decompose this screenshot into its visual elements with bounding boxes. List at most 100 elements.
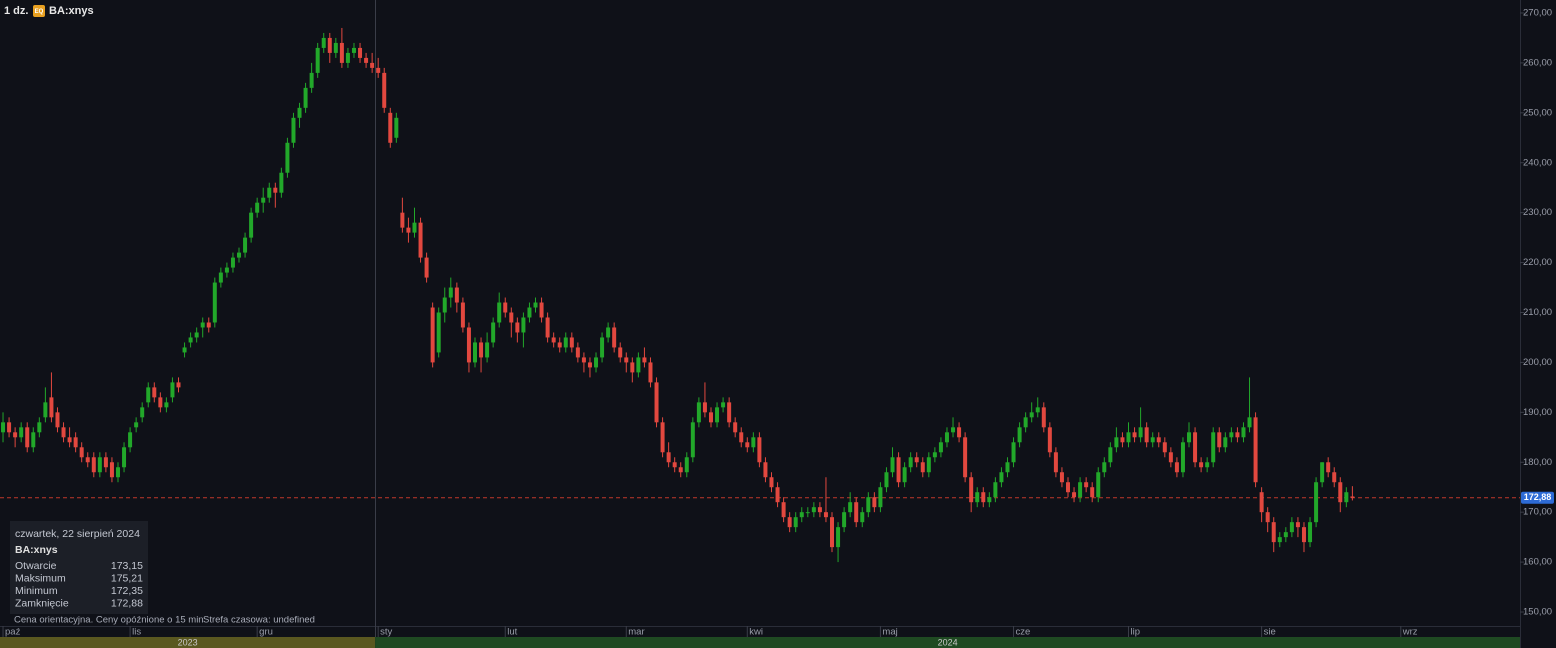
candle-body [158,397,163,408]
x-tick-label: sie [1264,627,1276,638]
candle-body [55,412,60,428]
candle-body [787,517,792,528]
candle-body [188,337,193,343]
candle-body [624,357,629,363]
tooltip-date: czwartek, 22 sierpień 2024 [15,528,140,540]
candle-body [594,357,599,368]
candle-body [551,337,556,343]
candle-body [823,512,828,518]
candle-body [134,422,139,428]
candle-body [1041,407,1046,428]
candle-body [926,457,931,473]
candle-body [206,322,211,328]
candle-body [1102,462,1107,473]
candle-body [957,427,962,438]
candle-body [376,67,381,73]
candle-body [751,437,756,448]
candle-body [1326,462,1331,473]
candle-body [321,37,326,48]
tooltip-row-value: 172,88 [111,597,143,609]
candle-body [243,237,248,253]
candle-body [539,302,544,318]
candle-body [515,322,520,333]
candle-body [327,37,332,53]
candle-body [817,507,822,513]
year-band [0,637,376,648]
tooltip-symbol: BA:xnys [15,544,58,556]
x-tick-label: cze [1016,627,1031,638]
candle-body [146,387,151,403]
x-tick-label: wrz [1402,627,1418,638]
tooltip-row-value: 173,15 [111,560,143,572]
candle-body [660,422,665,453]
candle-body [1114,437,1119,448]
candle-body [115,467,120,478]
y-tick-label: 170,00 [1523,507,1552,518]
candle-body [999,472,1004,483]
candle-body [1017,427,1022,443]
candle-body [1029,412,1034,418]
candle-body [466,327,471,363]
symbol[interactable]: BA:xnys [49,5,94,17]
candle-body [43,402,48,418]
candle-body [1308,522,1313,543]
candle-body [739,432,744,443]
y-tick-label: 160,00 [1523,557,1552,568]
y-tick-label: 240,00 [1523,157,1552,168]
candle-body [533,302,538,308]
candle-body [1096,472,1101,498]
candle-body [109,462,114,478]
candle-body [878,487,883,508]
candle-body [351,47,356,53]
candle-body [1265,512,1270,523]
candle-body [79,447,84,458]
y-tick-label: 180,00 [1523,457,1552,468]
year-label: 2023 [178,637,198,647]
candle-body [1259,492,1264,513]
candle-body [690,422,695,458]
candle-body [587,362,592,368]
candle-body [1120,437,1125,443]
last-price-tag [1521,491,1554,504]
candle-body [473,342,477,363]
year-band [375,637,1521,648]
candle-body [73,437,78,448]
candle-body [987,497,992,503]
candle-body [575,347,580,358]
candle-body [1132,432,1137,438]
candle-body [799,512,804,518]
candle-body [67,437,72,443]
candle-body [1271,522,1276,543]
candle-body [503,302,508,313]
candle-body [1138,427,1143,438]
candle-body [345,52,350,63]
candle-body [303,87,308,108]
last-price-label: 172,88 [1524,492,1552,502]
candle-body [702,402,707,413]
candle-body [1241,427,1246,438]
candle-body [1090,487,1095,498]
candle-body [1320,462,1325,483]
candle-body [267,187,272,198]
tooltip-row-label: Maksimum [15,572,66,584]
candle-body [358,47,363,58]
candle-body [672,462,677,468]
candle-body [944,432,949,443]
candle-body [1126,432,1131,443]
candle-body [103,457,108,468]
candle-body [648,362,653,383]
candle-body [436,312,441,353]
candle-body [872,497,877,508]
candle-body [1235,432,1240,438]
candle-body [654,382,659,423]
candle-body [1205,462,1210,468]
y-tick-label: 150,00 [1523,607,1552,618]
candle-body [1277,537,1282,543]
candle-body [85,457,90,463]
candle-body [91,457,96,473]
candle-body [842,512,847,528]
candle-body [418,222,423,258]
candle-body [1144,427,1149,443]
candle-body [261,197,266,203]
